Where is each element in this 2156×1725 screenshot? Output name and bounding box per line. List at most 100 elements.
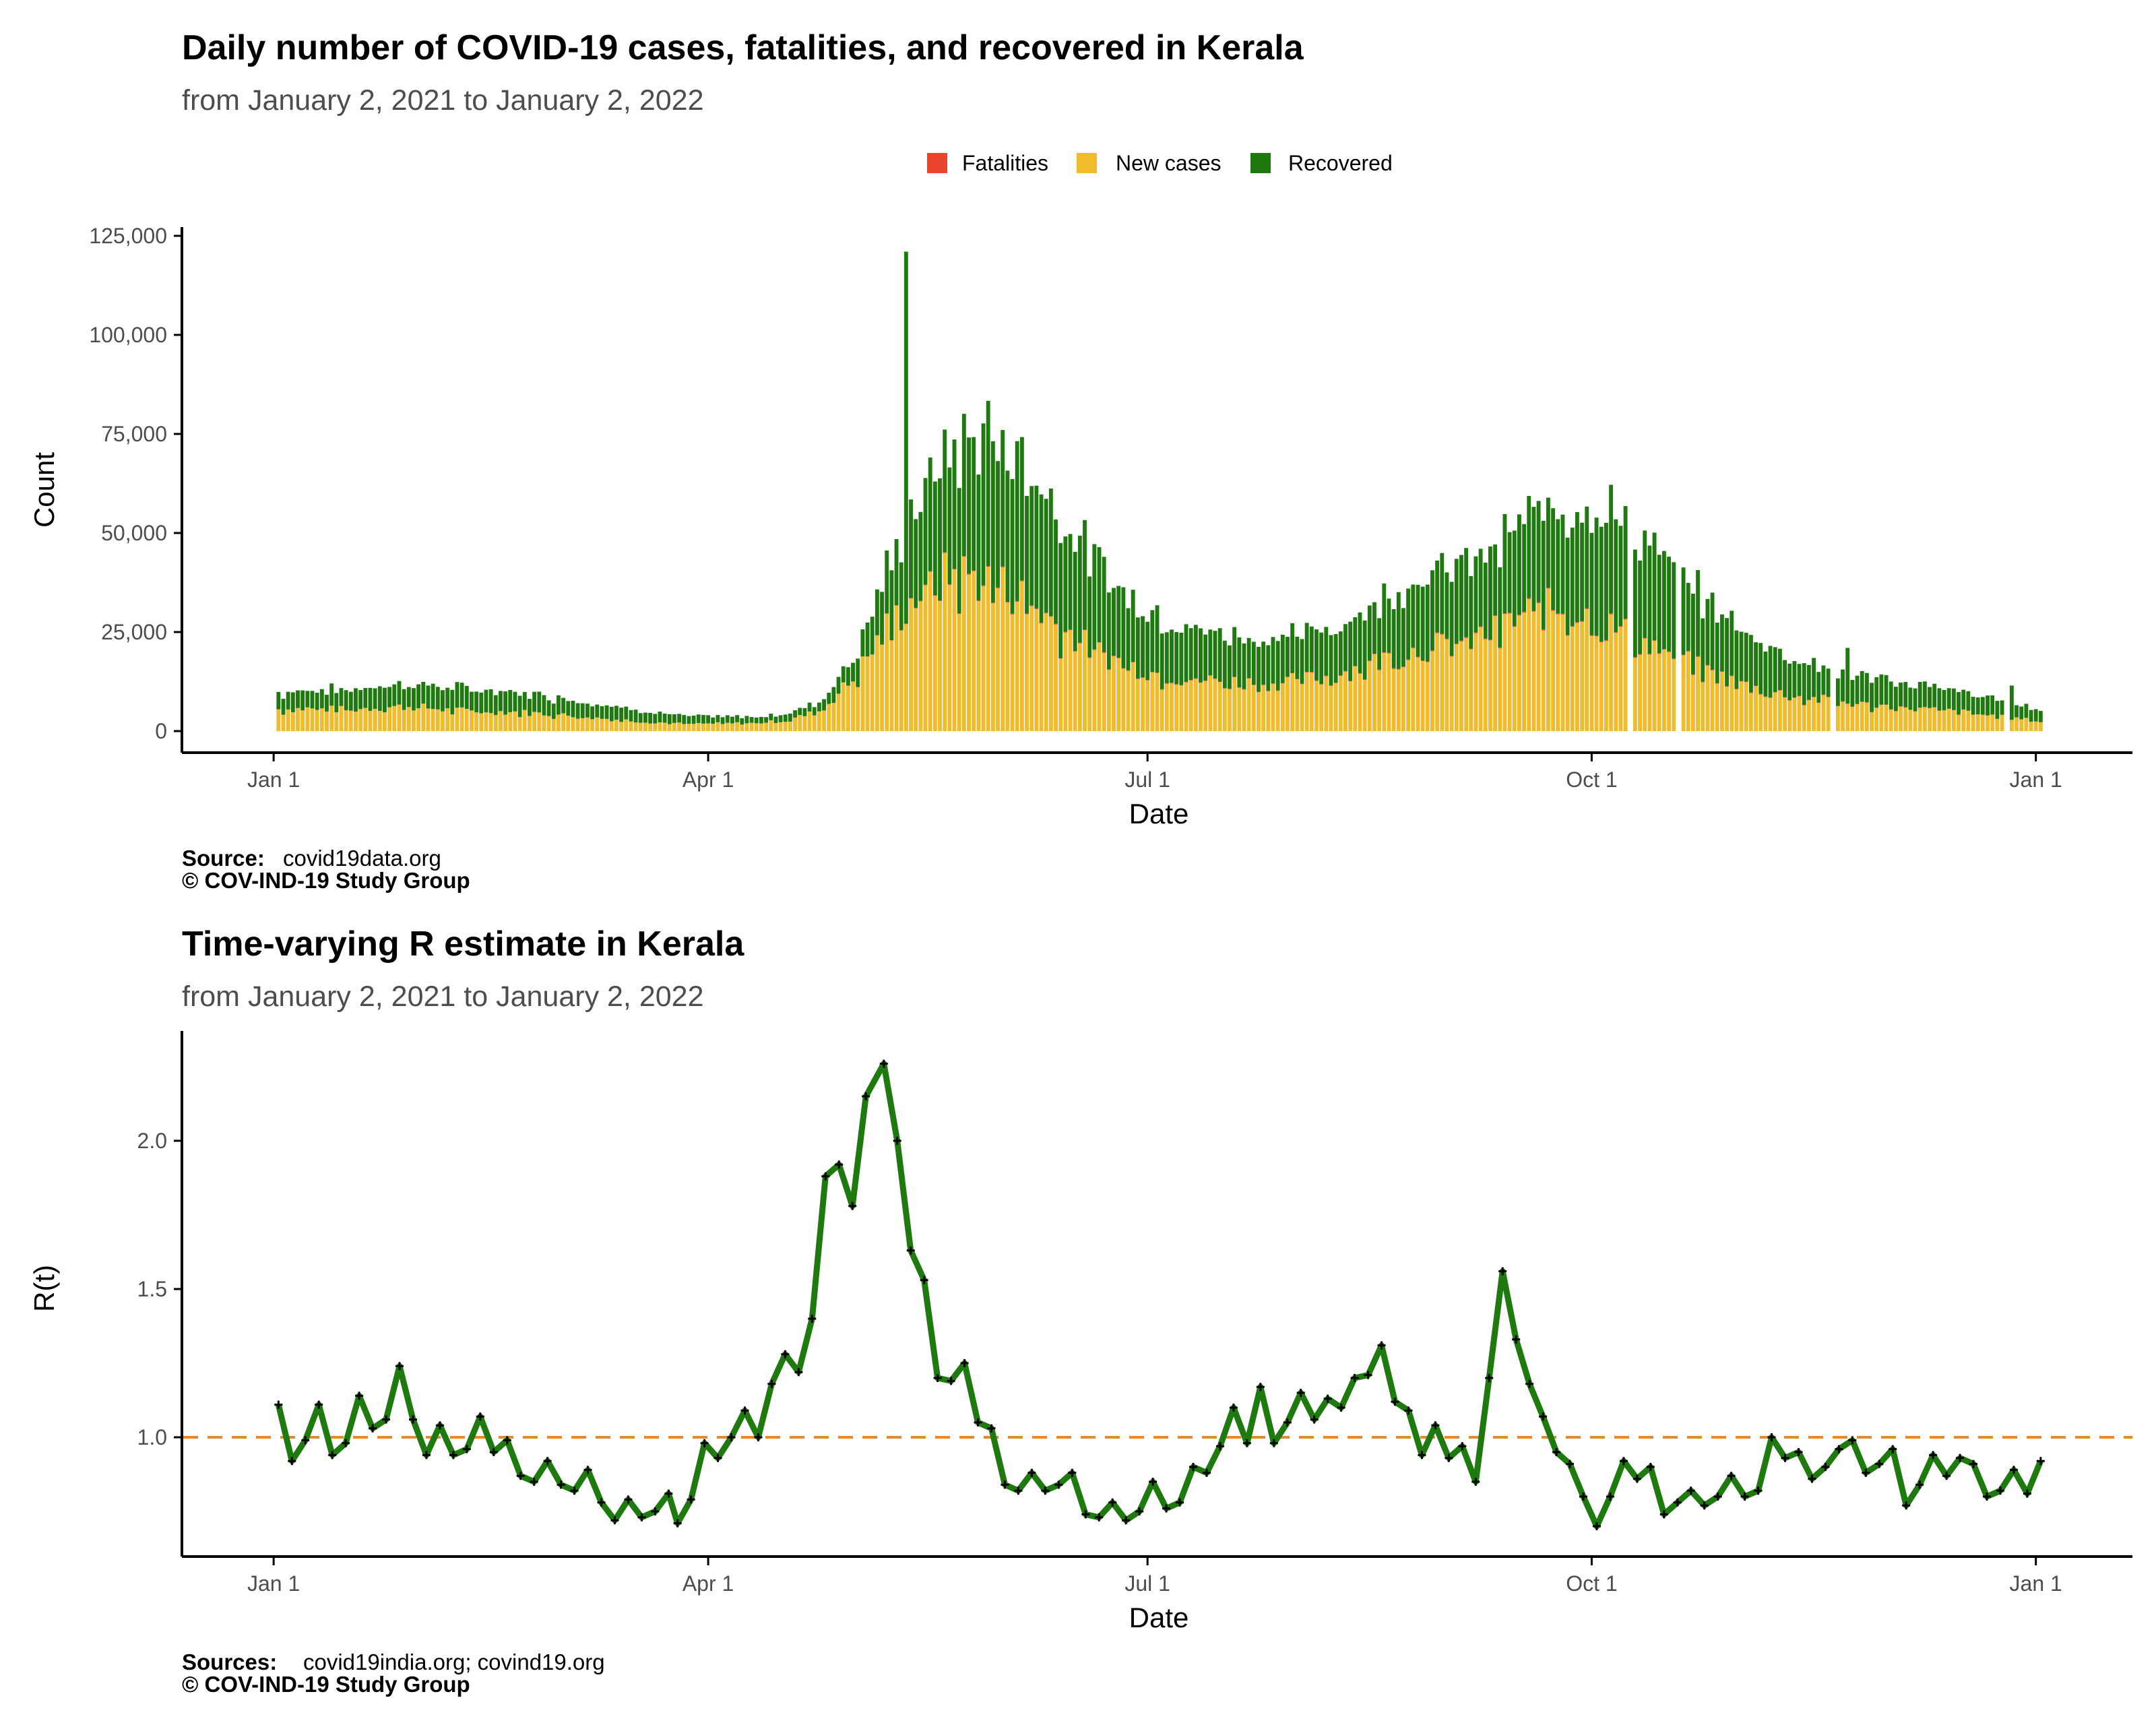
bar-new-cases [870, 654, 875, 731]
bar-new-cases [1744, 682, 1748, 731]
bar-recovered [1928, 687, 1932, 708]
bar-recovered [923, 478, 928, 585]
bar-fatalities [1681, 654, 1686, 656]
bar-new-cases [1604, 641, 1608, 731]
r-point [740, 1406, 749, 1415]
bar-new-cases [1787, 700, 1792, 731]
bar-fatalities [1705, 664, 1710, 666]
bar-recovered [1087, 576, 1092, 658]
bar-recovered [1864, 672, 1869, 703]
bar-new-cases [967, 574, 971, 731]
bar-new-cases [793, 717, 797, 731]
bar-new-cases [856, 687, 860, 731]
r-point [2009, 1466, 2018, 1474]
bar-recovered [2038, 711, 2043, 722]
bar-new-cases [687, 724, 691, 731]
bar-fatalities [1502, 613, 1507, 615]
bar-new-cases [1058, 658, 1063, 731]
bar-recovered [2019, 706, 2024, 720]
bar-new-cases [1527, 598, 1531, 731]
bar-fatalities [1835, 705, 1840, 707]
bar-recovered [744, 716, 749, 724]
bar-new-cases [885, 613, 889, 731]
bar-recovered [1604, 522, 1608, 640]
bar-new-cases [1705, 665, 1710, 731]
cases-chart: Daily number of COVID-19 cases, fataliti… [28, 28, 2132, 893]
bar-new-cases [1643, 638, 1647, 731]
r-point [920, 1276, 928, 1284]
bar-new-cases [315, 710, 319, 731]
bar-recovered [1980, 697, 1985, 715]
bar-new-cases [1792, 697, 1797, 731]
bar-recovered [383, 687, 387, 713]
bar-recovered [1449, 582, 1454, 656]
bar-fatalities [1719, 671, 1724, 672]
bar-new-cases [1203, 681, 1208, 731]
cases-x-tick-label: Oct 1 [1566, 767, 1617, 792]
bar-new-cases [677, 722, 682, 731]
bar-fatalities [1141, 677, 1145, 678]
bar-new-cases [1632, 658, 1637, 731]
r-point [315, 1400, 323, 1409]
bar-new-cases [1469, 649, 1473, 731]
bar-recovered [619, 708, 624, 722]
bar-recovered [914, 519, 918, 608]
bar-new-cases [1531, 611, 1536, 731]
bar-new-cases [542, 715, 546, 731]
bar-recovered [1092, 544, 1097, 650]
r-point [1579, 1493, 1588, 1501]
cases-bars [276, 251, 2043, 731]
bar-fatalities [1696, 656, 1701, 657]
bar-new-cases [1826, 697, 1831, 731]
bar-fatalities [1179, 685, 1184, 686]
bar-recovered [1541, 520, 1546, 630]
r-point [1014, 1486, 1023, 1495]
bar-new-cases [1261, 685, 1266, 731]
bar-new-cases [1459, 641, 1463, 731]
bar-new-cases [431, 709, 435, 731]
bar-new-cases [1667, 652, 1672, 731]
bar-new-cases [1121, 668, 1126, 731]
bar-new-cases [1217, 682, 1222, 731]
bar-new-cases [1319, 684, 1324, 731]
bar-new-cases [1647, 654, 1652, 731]
bar-new-cases [822, 710, 826, 731]
bar-recovered [730, 716, 734, 724]
bar-fatalities [1585, 608, 1589, 609]
bar-new-cases [1835, 706, 1840, 731]
bar-recovered [1975, 697, 1980, 715]
bar-new-cases [488, 713, 493, 731]
bar-recovered [1739, 631, 1744, 681]
bar-recovered [638, 713, 643, 723]
bar-new-cases [1001, 567, 1005, 731]
bar-recovered [1179, 633, 1184, 685]
bar-recovered [1145, 621, 1150, 681]
bar-recovered [2015, 705, 2019, 718]
bar-recovered [798, 708, 802, 716]
r-point [1471, 1478, 1480, 1486]
bar-recovered [416, 684, 421, 709]
bar-new-cases [749, 722, 754, 731]
bar-fatalities [1758, 693, 1763, 695]
bar-new-cases [1609, 614, 1614, 731]
bar-new-cases [1570, 627, 1575, 731]
bar-fatalities [1019, 580, 1024, 582]
bar-new-cases [319, 708, 324, 731]
bar-recovered [831, 687, 836, 703]
bar-recovered [614, 705, 619, 720]
bar-recovered [1512, 530, 1517, 627]
bar-recovered [508, 689, 513, 712]
bar-new-cases [1286, 677, 1290, 731]
bar-recovered [1348, 621, 1353, 681]
bar-fatalities [1246, 678, 1251, 679]
bar-new-cases [600, 718, 604, 731]
bar-fatalities [1068, 629, 1073, 631]
bar-new-cases [1990, 714, 1995, 731]
bar-recovered [397, 681, 402, 705]
bar-new-cases [961, 556, 966, 731]
bar-new-cases [1797, 696, 1802, 731]
bar-fatalities [1155, 672, 1160, 673]
bar-new-cases [754, 723, 759, 731]
bar-new-cases [2000, 714, 2004, 731]
r-point [835, 1160, 844, 1169]
